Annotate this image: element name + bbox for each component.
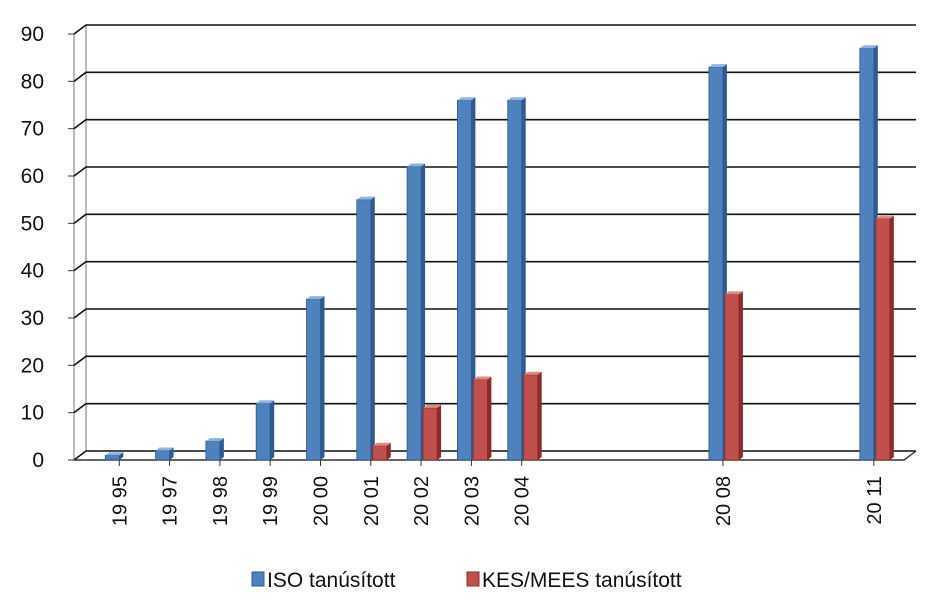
gridline xyxy=(73,24,916,35)
y-tick-label: 90 xyxy=(21,23,44,46)
legend-swatch-iso xyxy=(251,571,265,587)
x-tick-label: 19 99 xyxy=(260,476,282,526)
gridline xyxy=(73,450,916,461)
y-tick-label: 20 xyxy=(21,354,44,377)
x-tick-label: 20 01 xyxy=(361,476,383,526)
y-tick-label: 60 xyxy=(21,165,44,188)
gridline xyxy=(73,402,916,414)
gridline xyxy=(73,308,916,319)
bar-kes-mees xyxy=(875,215,894,461)
x-tick-label: 20 08 xyxy=(713,476,735,526)
legend-label-kes-mees: KES/MEES tanúsított xyxy=(482,569,682,592)
bar-iso xyxy=(456,97,476,461)
x-tick-label: 20 00 xyxy=(310,476,332,526)
legend-swatch-kes-mees xyxy=(466,571,480,587)
bars xyxy=(104,45,894,461)
x-axis-line xyxy=(74,450,917,461)
y-axis-ticks: 0 10 20 30 40 50 60 70 80 90 xyxy=(21,23,74,472)
bar-iso xyxy=(255,400,275,461)
x-tick-label: 19 97 xyxy=(160,476,182,526)
x-tick-label: 20 02 xyxy=(411,476,433,526)
x-tick-label: 20 04 xyxy=(512,476,534,526)
y-tick-label: 0 xyxy=(32,449,44,472)
x-axis-ticks: 19 95 19 97 19 98 19 99 20 00 20 01 20 02 20 03… xyxy=(109,460,886,526)
gridline xyxy=(73,213,916,224)
x-tick-label: 19 95 xyxy=(109,476,131,526)
y-tick-label: 50 xyxy=(21,212,44,235)
bar-iso xyxy=(205,438,224,461)
y-tick-label: 30 xyxy=(21,307,44,330)
gridline xyxy=(73,355,916,366)
x-tick-label: 20 03 xyxy=(461,476,483,526)
bar-iso xyxy=(406,163,426,461)
bar-iso xyxy=(708,64,727,461)
x-tick-label: 19 98 xyxy=(210,476,232,526)
bar-kes-mees xyxy=(724,291,743,461)
bar-iso xyxy=(306,296,325,461)
bar-iso xyxy=(859,45,878,461)
y-tick-label: 40 xyxy=(21,260,44,283)
bar-iso xyxy=(104,452,124,461)
legend-label-iso: ISO tanúsított xyxy=(267,569,396,592)
bar-iso xyxy=(507,97,526,461)
y-tick-label: 10 xyxy=(21,402,44,425)
x-tick-label: 20 11 xyxy=(864,476,886,525)
gridline xyxy=(73,71,916,82)
gridline xyxy=(73,260,916,272)
gridline xyxy=(73,166,916,177)
bar-iso xyxy=(155,447,174,461)
bar-iso xyxy=(356,196,375,461)
legend: ISO tanúsított KES/MEES tanúsított xyxy=(251,569,682,592)
y-tick-label: 70 xyxy=(21,118,44,141)
bar-kes-mees xyxy=(372,442,391,461)
bar-kes-mees xyxy=(422,404,442,461)
grid xyxy=(73,24,917,461)
gridline xyxy=(73,118,916,130)
bar-kes-mees xyxy=(523,371,542,461)
y-tick-label: 80 xyxy=(21,70,44,93)
bar-kes-mees xyxy=(472,376,492,461)
